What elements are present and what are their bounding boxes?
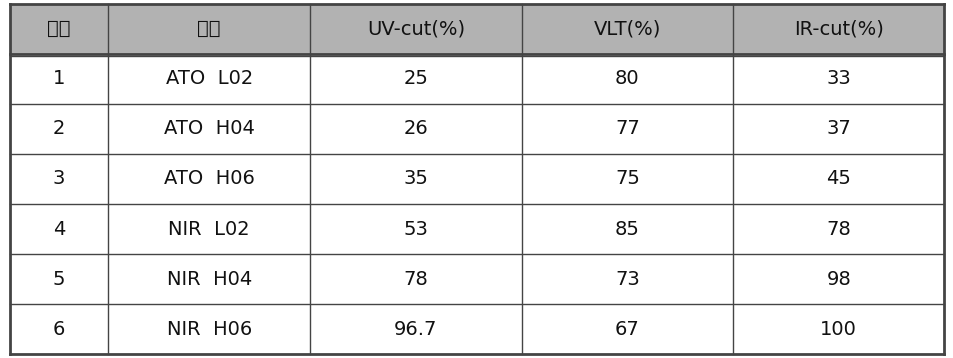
Bar — [732, 104, 943, 154]
Text: 구분: 구분 — [197, 19, 221, 38]
Text: 67: 67 — [615, 320, 639, 339]
Bar — [732, 304, 943, 354]
Bar — [108, 54, 310, 104]
Bar — [310, 4, 521, 54]
Text: 96.7: 96.7 — [394, 320, 437, 339]
Bar — [10, 254, 108, 304]
Text: 순번: 순번 — [47, 19, 71, 38]
Text: 3: 3 — [52, 169, 65, 189]
Text: NIR  H04: NIR H04 — [167, 270, 252, 289]
Text: 25: 25 — [403, 69, 428, 88]
Bar — [108, 254, 310, 304]
Text: UV-cut(%): UV-cut(%) — [367, 19, 464, 38]
Bar — [521, 4, 732, 54]
Bar — [310, 304, 521, 354]
Bar — [310, 204, 521, 254]
Bar — [521, 254, 732, 304]
Bar — [10, 4, 108, 54]
Bar — [732, 254, 943, 304]
Bar — [310, 54, 521, 104]
Bar — [108, 4, 310, 54]
Text: NIR  L02: NIR L02 — [169, 219, 250, 239]
Text: ATO  L02: ATO L02 — [166, 69, 253, 88]
Bar — [521, 104, 732, 154]
Text: 26: 26 — [403, 119, 428, 139]
Text: NIR  H06: NIR H06 — [167, 320, 252, 339]
Text: 5: 5 — [52, 270, 65, 289]
Text: 100: 100 — [820, 320, 857, 339]
Text: 2: 2 — [52, 119, 65, 139]
Bar — [10, 104, 108, 154]
Bar — [732, 4, 943, 54]
Text: 85: 85 — [615, 219, 639, 239]
Bar — [108, 204, 310, 254]
Bar — [108, 154, 310, 204]
Text: 53: 53 — [403, 219, 428, 239]
Text: ATO  H06: ATO H06 — [164, 169, 254, 189]
Bar — [108, 304, 310, 354]
Text: 75: 75 — [615, 169, 639, 189]
Text: 78: 78 — [825, 219, 850, 239]
Text: 1: 1 — [52, 69, 65, 88]
Bar — [521, 154, 732, 204]
Text: 37: 37 — [825, 119, 850, 139]
Text: 78: 78 — [403, 270, 428, 289]
Bar — [108, 104, 310, 154]
Bar — [732, 54, 943, 104]
Bar — [310, 254, 521, 304]
Text: 73: 73 — [615, 270, 639, 289]
Text: 80: 80 — [615, 69, 639, 88]
Bar — [732, 154, 943, 204]
Text: 35: 35 — [403, 169, 428, 189]
Bar — [10, 304, 108, 354]
Text: 6: 6 — [52, 320, 65, 339]
Bar — [521, 54, 732, 104]
Bar — [732, 204, 943, 254]
Bar — [10, 154, 108, 204]
Text: ATO  H04: ATO H04 — [164, 119, 254, 139]
Text: 33: 33 — [825, 69, 850, 88]
Text: 98: 98 — [825, 270, 850, 289]
Bar — [521, 204, 732, 254]
Bar — [10, 204, 108, 254]
Bar — [10, 54, 108, 104]
Text: VLT(%): VLT(%) — [593, 19, 660, 38]
Text: 77: 77 — [615, 119, 639, 139]
Bar — [310, 154, 521, 204]
Bar — [310, 104, 521, 154]
Text: 4: 4 — [52, 219, 65, 239]
Text: IR-cut(%): IR-cut(%) — [793, 19, 882, 38]
Bar — [521, 304, 732, 354]
Text: 45: 45 — [825, 169, 850, 189]
